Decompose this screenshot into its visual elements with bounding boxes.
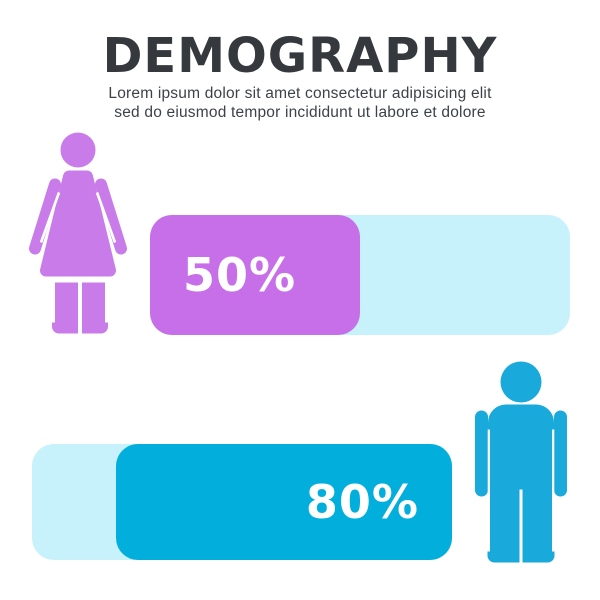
- man-icon: [474, 361, 568, 563]
- male-bar-fill: 80%: [116, 444, 452, 560]
- female-percentage-label: 50%: [183, 248, 297, 302]
- woman-icon: [25, 132, 135, 334]
- subtitle-line-2: sed do eiusmod tempor incididunt ut labo…: [114, 104, 486, 121]
- male-percentage-label: 80%: [305, 475, 419, 529]
- page-title: DEMOGRAPHY: [102, 28, 498, 84]
- female-bar-track: 50%: [150, 215, 570, 335]
- subtitle: Lorem ipsum dolor sit amet consectetur a…: [0, 84, 600, 122]
- subtitle-line-1: Lorem ipsum dolor sit amet consectetur a…: [108, 85, 492, 102]
- female-bar-fill: 50%: [150, 215, 360, 335]
- male-bar-track: 80%: [32, 444, 452, 560]
